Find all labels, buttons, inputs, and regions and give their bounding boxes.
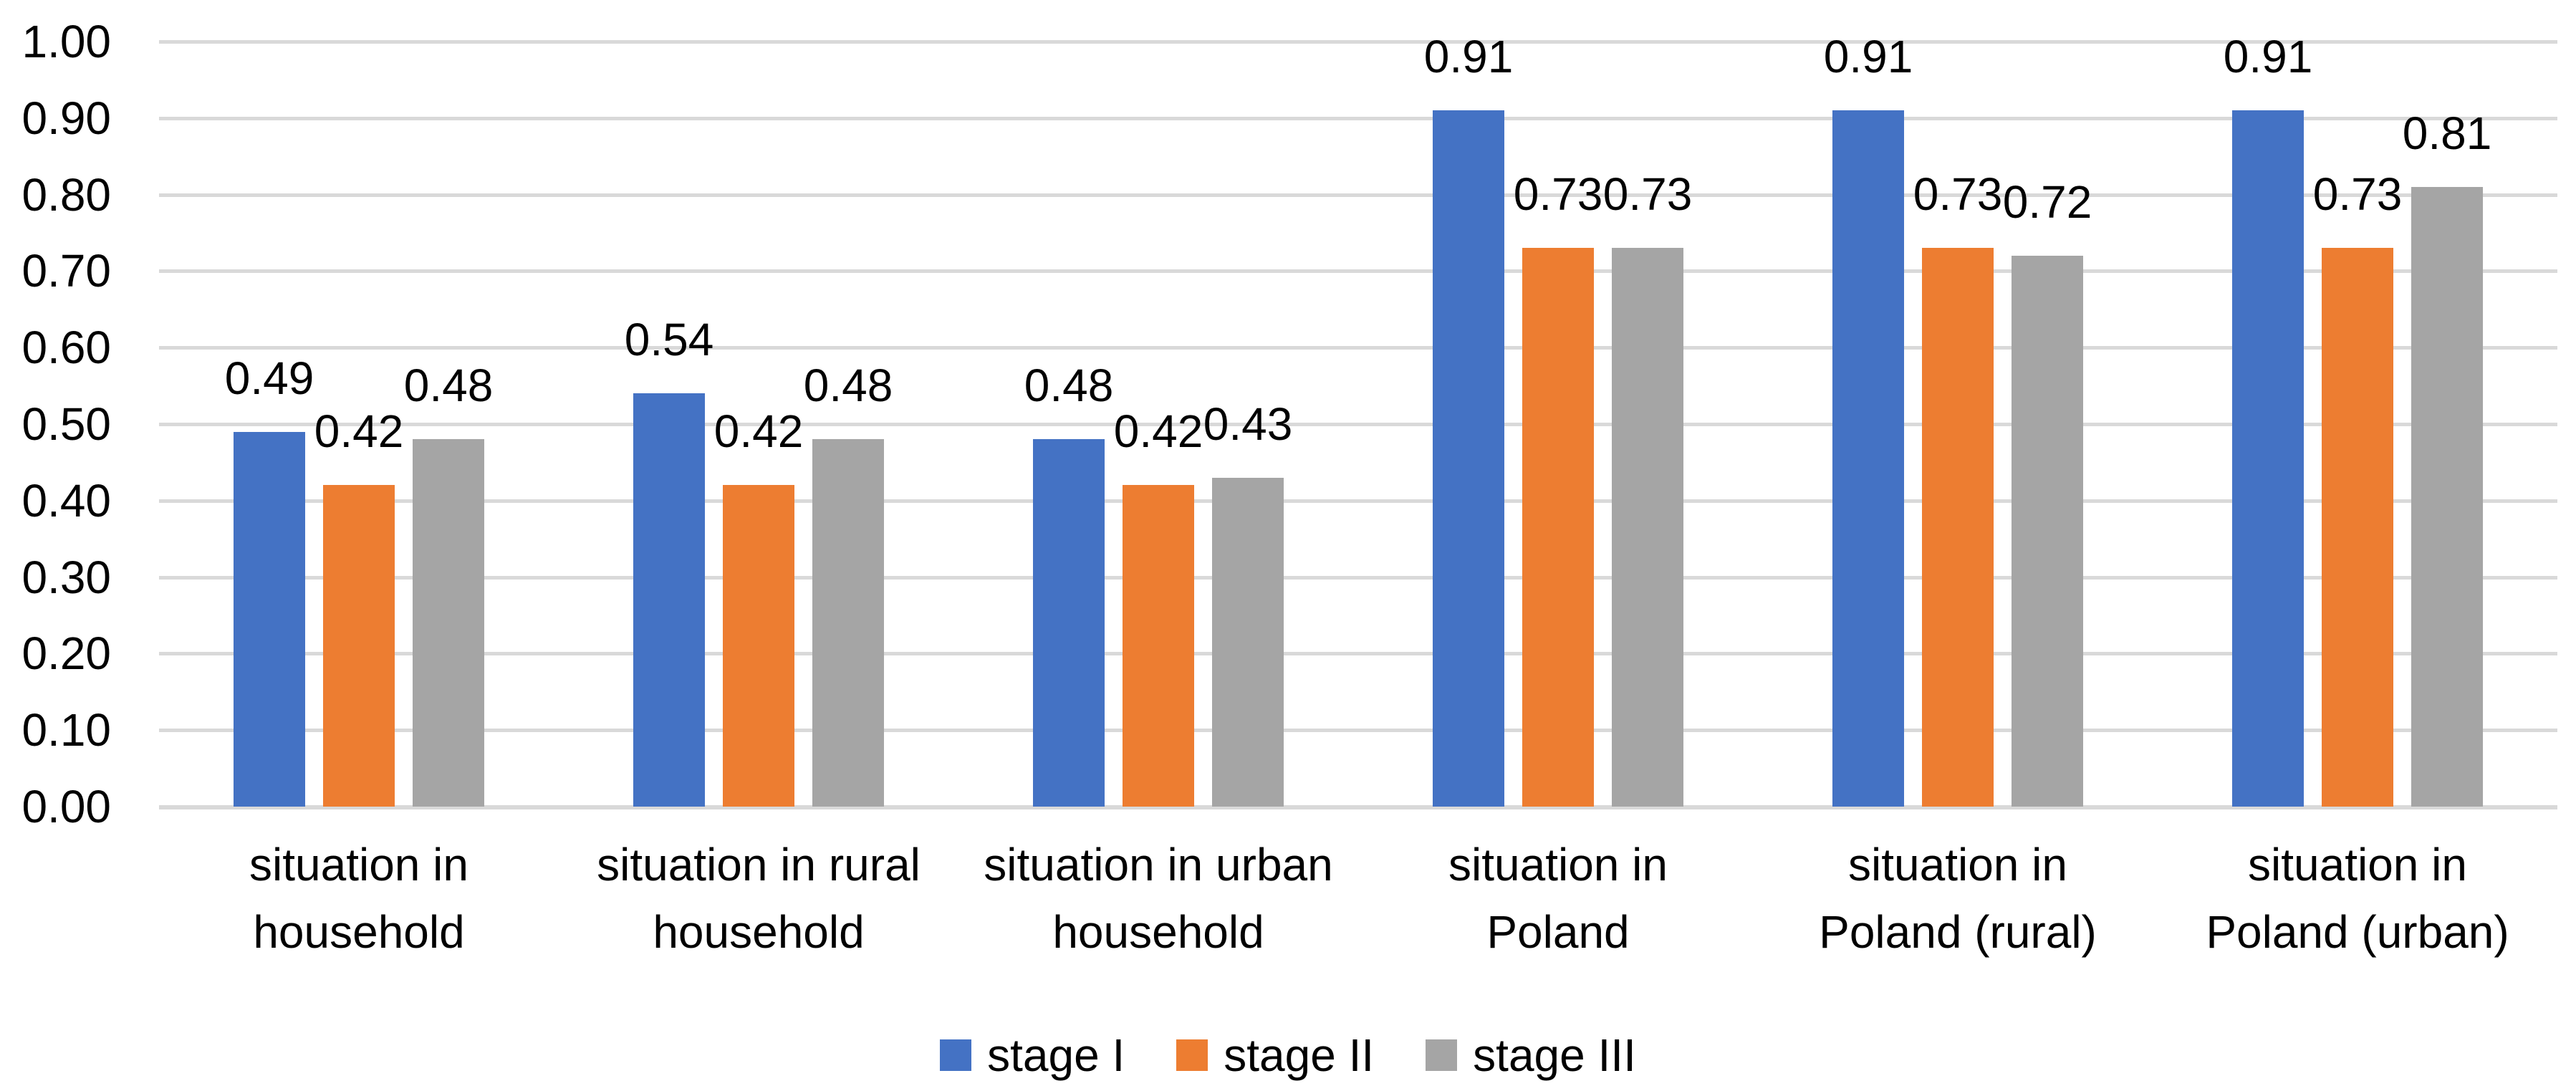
bar-data-label: 0.91 [1423,31,1514,83]
category-label-line: Poland [1486,906,1630,958]
bar-stage-II-5 [2322,248,2393,807]
y-axis-tick-label: 0.00 [21,781,111,832]
legend-item-stage-III: stage III [1426,1030,1636,1080]
bar-data-label: 0.54 [624,314,714,366]
category-label-line: situation in [2248,839,2467,890]
category-label-line: Poland (urban) [2206,906,2509,958]
category-label-line: Poland (rural) [1819,906,2097,958]
bar-data-label: 0.73 [1913,168,2003,221]
bar-stage-III-2 [1212,477,1284,807]
gridline [159,346,2557,350]
legend-label: stage I [987,1029,1125,1081]
bar-data-label: 0.48 [803,360,893,412]
gridline [159,269,2557,274]
y-axis-tick-label: 1.00 [21,16,111,67]
legend-label: stage III [1473,1029,1636,1081]
y-axis-tick-label: 0.20 [21,628,111,680]
bar-data-label: 0.43 [1203,398,1293,450]
bar-stage-III-3 [1612,248,1683,807]
bar-stage-III-5 [2411,186,2483,807]
legend-item-stage-I: stage I [940,1030,1125,1080]
bar-data-label: 0.42 [1113,405,1203,458]
y-axis-tick-label: 0.80 [21,168,111,221]
x-axis-category-label: situation in Poland (rural) [1758,831,2158,966]
gridline [159,575,2557,580]
y-axis-tick-label: 0.30 [21,551,111,603]
bar-stage-II-3 [1522,248,1594,807]
bar-data-label: 0.42 [314,405,404,458]
bar-stage-III-4 [2012,256,2083,807]
bar-stage-I-4 [1832,110,1904,807]
category-label-line: situation in rural [597,839,921,890]
legend-swatch-icon [1426,1039,1458,1071]
category-label-line: situation in urban [984,839,1333,890]
x-axis-category-label: situation in rural household [559,831,958,966]
y-axis-tick-label: 0.70 [21,245,111,297]
bar-stage-II-1 [723,485,794,807]
gridline [159,423,2557,426]
legend: stage I stage II stage III [0,1030,2576,1080]
bar-data-label: 0.73 [1513,168,1603,221]
gridline [159,499,2557,503]
x-axis-category-label: situation in Poland [1358,831,1758,966]
gridline [159,40,2557,44]
legend-item-stage-II: stage II [1176,1030,1374,1080]
bar-stage-II-4 [1922,248,1994,807]
bar-stage-I-0 [234,431,305,807]
y-axis-tick-label: 0.40 [21,474,111,527]
bar-data-label: 0.81 [2402,107,2492,159]
gridline [159,652,2557,656]
bar-data-label: 0.48 [403,360,494,412]
category-label-line: household [653,906,865,958]
category-label-line: situation in [249,839,468,890]
bar-data-label: 0.73 [2312,168,2403,221]
bar-stage-I-1 [633,393,705,807]
legend-swatch-icon [940,1039,972,1071]
gridline [159,193,2557,197]
y-axis-tick-label: 0.60 [21,322,111,374]
x-axis-line [159,805,2557,809]
bar-stage-II-0 [323,485,395,807]
y-axis-tick-label: 0.50 [21,398,111,450]
category-label-line: household [1052,906,1264,958]
legend-label: stage II [1224,1029,1375,1081]
bar-data-label: 0.48 [1024,360,1114,412]
bar-stage-I-3 [1433,110,1504,807]
category-label-line: situation in [1848,839,2067,890]
x-axis-category-label: situation in household [159,831,559,966]
bar-stage-III-0 [413,439,484,807]
y-axis-tick-label: 0.90 [21,92,111,144]
bar-data-label: 0.42 [713,405,804,458]
gridline [159,116,2557,120]
bar-data-label: 0.73 [1602,168,1693,221]
legend-swatch-icon [1176,1039,1208,1071]
category-label-line: situation in [1448,839,1668,890]
bar-stage-I-2 [1033,439,1105,807]
bar-data-label: 0.72 [2002,176,2092,229]
bar-stage-III-1 [812,439,884,807]
bar-data-label: 0.91 [2223,31,2313,83]
bar-data-label: 0.49 [224,352,314,404]
x-axis-category-label: situation in urban household [958,831,1358,966]
x-axis-category-label: situation in Poland (urban) [2158,831,2557,966]
y-axis-tick-label: 0.10 [21,704,111,756]
bar-data-label: 0.91 [1823,31,1913,83]
gridline [159,729,2557,733]
bar-stage-II-2 [1123,485,1194,807]
bar-stage-I-5 [2232,110,2304,807]
category-label-line: household [253,906,465,958]
